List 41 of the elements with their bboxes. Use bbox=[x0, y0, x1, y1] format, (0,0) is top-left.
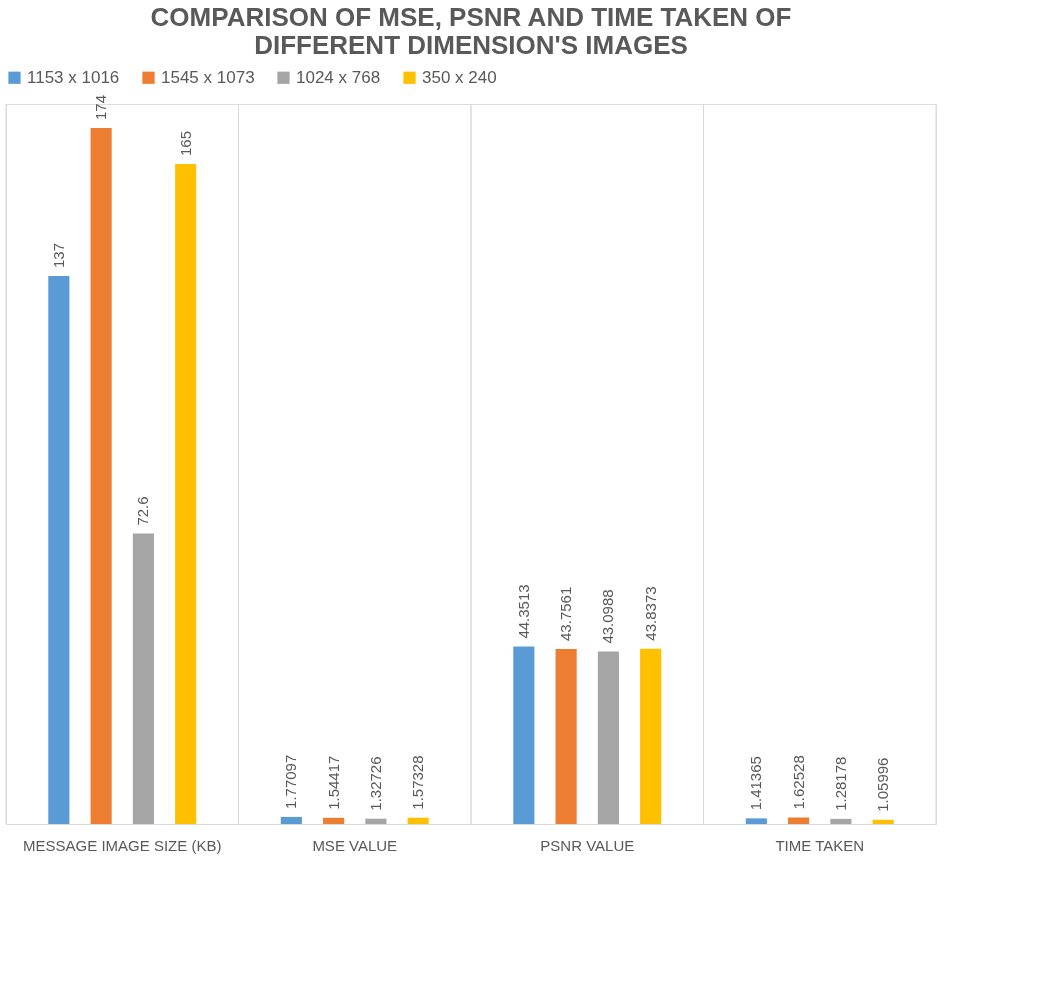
legend-label: 1153 x 1016 bbox=[27, 67, 120, 87]
data-label: 43.7561 bbox=[557, 586, 575, 641]
data-label: 165 bbox=[176, 130, 194, 156]
bar bbox=[788, 817, 810, 824]
bar bbox=[323, 817, 345, 824]
data-label: 1.62528 bbox=[789, 755, 807, 810]
bar bbox=[48, 276, 70, 824]
x-tick-label: PSNR VALUE bbox=[540, 836, 635, 854]
bar bbox=[90, 128, 112, 824]
bar bbox=[872, 819, 894, 824]
data-label: 174 bbox=[92, 94, 110, 120]
bar bbox=[365, 818, 387, 824]
bar bbox=[280, 816, 302, 824]
data-label: 43.8373 bbox=[641, 586, 659, 641]
data-label: 1.41365 bbox=[747, 756, 765, 811]
legend-label: 350 x 240 bbox=[422, 67, 497, 87]
bar bbox=[640, 648, 662, 824]
data-label: 72.6 bbox=[134, 496, 152, 526]
x-tick-label: MSE VALUE bbox=[312, 836, 398, 854]
x-tick-label: TIME TAKEN bbox=[775, 836, 865, 854]
bar bbox=[175, 164, 197, 824]
bar bbox=[555, 648, 577, 824]
data-label: 137 bbox=[49, 242, 67, 268]
bar bbox=[830, 818, 852, 824]
data-label: 43.0988 bbox=[599, 589, 617, 644]
data-label: 44.3513 bbox=[514, 584, 532, 639]
bar bbox=[132, 533, 154, 824]
x-tick-label: MESSAGE IMAGE SIZE (KB) bbox=[23, 836, 222, 854]
data-label: 1.54417 bbox=[324, 755, 342, 810]
data-label: 1.77097 bbox=[282, 754, 300, 809]
legend-label: 1024 x 768 bbox=[296, 67, 381, 87]
bar bbox=[745, 818, 767, 824]
data-label: 1.32726 bbox=[366, 756, 384, 811]
data-label: 1.57328 bbox=[409, 755, 427, 810]
legend-label: 1545 x 1073 bbox=[161, 67, 255, 87]
bar bbox=[407, 817, 429, 824]
data-label: 1.28178 bbox=[831, 756, 849, 811]
data-label: 1.05996 bbox=[874, 757, 892, 812]
chart-title: COMPARISON OF MSE, PSNR AND TIME TAKEN OF DIFFERENT DIMENSION'S IMAGES bbox=[150, 2, 792, 60]
bar bbox=[513, 646, 535, 824]
bar bbox=[597, 651, 619, 824]
